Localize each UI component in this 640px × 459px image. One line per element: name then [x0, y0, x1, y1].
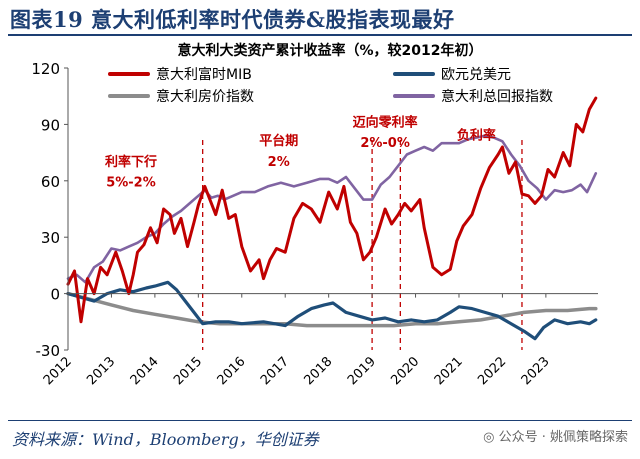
wechat-icon: ◎: [483, 430, 495, 445]
x-tick-label: 2021: [432, 354, 466, 388]
x-tick-label: 2016: [215, 354, 249, 388]
x-tick-label: 2014: [128, 354, 162, 388]
figure-title: 图表19 意大利低利率时代债券&股指表现最好: [10, 7, 455, 32]
annotation-label: 负利率: [457, 127, 496, 143]
x-tick-label: 2023: [519, 354, 553, 388]
y-tick-label: 90: [41, 116, 60, 134]
x-tick-label: 2020: [388, 354, 422, 388]
x-tick-label: 2018: [301, 354, 335, 388]
source-note: 资料来源：Wind，Bloomberg，华创证券: [12, 430, 319, 449]
annotation-label: 利率下行: [105, 154, 157, 170]
annotations: 利率下行 5%-2% 平台期 2% 迈向零利率 2%-0% 负利率: [105, 114, 496, 190]
watermark: ◎ 公众号 · 姚佩策略探索: [483, 426, 628, 445]
annotation-label: 迈向零利率: [353, 114, 418, 130]
series-layer: [66, 96, 598, 341]
series-line-mib: [66, 96, 598, 324]
dashed-lines: [202, 140, 523, 350]
annotation-label: 2%-0%: [360, 136, 410, 151]
x-tick-label: 2019: [345, 354, 379, 388]
x-tick-label: 2022: [475, 354, 509, 388]
watermark-text: 公众号 · 姚佩策略探索: [498, 430, 628, 445]
y-tick-label: 30: [41, 229, 60, 247]
chart-title: 意大利大类资产累计收益率（%，较2012年初）: [178, 42, 483, 59]
y-tick-label: -30: [36, 342, 61, 360]
legend-label-mib: 意大利富时MIB: [156, 66, 252, 83]
legend-label-bond: 意大利总回报指数: [441, 88, 553, 105]
legend-label-fx: 欧元兑美元: [441, 67, 511, 83]
series-line-fx: [66, 280, 598, 341]
legend-label-house: 意大利房价指数: [156, 88, 254, 105]
x-tick-label: 2013: [84, 354, 118, 388]
y-tick-label: 60: [41, 173, 60, 191]
chart: 意大利大类资产累计收益率（%，较2012年初） -30 0 30 60 90 120 201…: [31, 42, 598, 388]
series-line-house: [66, 291, 598, 328]
x-tick-label: 2017: [258, 354, 292, 388]
title-rule: [8, 34, 632, 36]
y-tick-label: 0: [50, 286, 60, 304]
annotation-label: 5%-2%: [106, 175, 156, 190]
source-rule: [8, 420, 632, 421]
x-tick-label: 2015: [171, 354, 205, 388]
annotation-label: 2%: [268, 155, 290, 170]
y-tick-label: 120: [31, 60, 60, 78]
annotation-label: 平台期: [259, 133, 298, 149]
